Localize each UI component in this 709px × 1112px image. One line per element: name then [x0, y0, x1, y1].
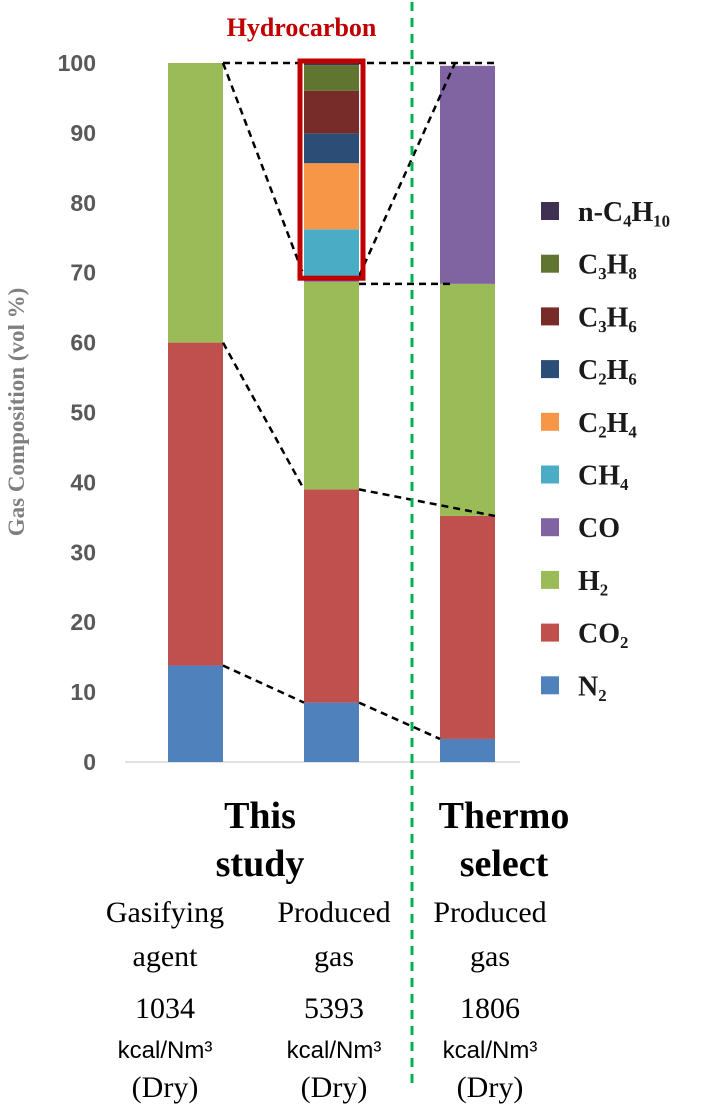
y-tick-label: 80: [70, 190, 96, 216]
caption-unit: kcal/Nm³: [287, 1037, 382, 1064]
bar-captions: Gasifying agent 1034 kcal/Nm³ (Dry) Produced g…: [106, 896, 547, 1104]
legend-swatch-n2: [541, 676, 559, 695]
hydrocarbon-segment-c2h6: [304, 133, 359, 164]
bar-segment-h2: [168, 63, 223, 343]
legend-swatch-ch4: [541, 465, 559, 484]
y-tick-label: 70: [70, 260, 96, 286]
group-title-line: This: [224, 795, 296, 837]
legend-swatch-c3h6: [541, 307, 559, 326]
hydrocarbon-highlight-box: [297, 58, 366, 281]
y-tick-label: 100: [58, 50, 96, 76]
legend-swatch-c3h8: [541, 254, 559, 273]
caption-unit: kcal/Nm³: [443, 1037, 538, 1064]
legend-swatch-h2: [541, 570, 559, 589]
bar-segment-h2: [304, 281, 359, 490]
caption-line: gas: [470, 940, 510, 973]
bar-segment-co2: [440, 515, 495, 739]
caption-line: agent: [133, 940, 199, 973]
hydrocarbon-segment-c3h8: [304, 65, 359, 91]
caption-value: 1034: [135, 992, 195, 1025]
legend-label-c3h8: C₃H₈: [578, 250, 637, 281]
y-axis-label: Gas Composition (vol %): [4, 288, 29, 537]
legend-swatch-c2h4: [541, 412, 559, 431]
legend-swatch-n-c4h10: [541, 202, 559, 220]
y-tick-label: 60: [70, 330, 96, 356]
legend-label-c2h4: C₂H₄: [578, 408, 637, 439]
bar-segment-co2: [304, 489, 359, 703]
caption-line: Gasifying: [106, 896, 224, 929]
caption-value: 5393: [304, 992, 364, 1025]
bar-segment-h2: [440, 283, 495, 516]
caption-basis: (Dry): [301, 1071, 368, 1104]
legend-label-h2: H₂: [578, 566, 608, 597]
caption-unit: kcal/Nm³: [118, 1037, 213, 1064]
connector-h2-1: [221, 62, 306, 277]
caption-basis: (Dry): [132, 1071, 199, 1104]
group-titles: This study Thermo select: [216, 795, 570, 885]
y-tick-label: 90: [70, 120, 96, 146]
caption-line: Produced: [433, 896, 546, 929]
bar-segment-co: [440, 65, 495, 284]
legend-label-co2: CO₂: [578, 619, 628, 650]
group-title-line: select: [460, 843, 549, 885]
caption-value: 1806: [460, 992, 520, 1025]
y-tick-label: 10: [70, 679, 96, 705]
hydrocarbon-inset: Hydrocarbon: [227, 13, 377, 281]
legend-label-c3h6: C₃H₆: [578, 302, 637, 333]
y-tick-label: 50: [70, 400, 96, 426]
caption-line: Produced: [277, 896, 390, 929]
connector-n2-2: [358, 701, 441, 741]
hydrocarbon-label: Hydrocarbon: [227, 13, 377, 42]
bar-segment-n2: [168, 665, 223, 762]
legend-swatch-co2: [541, 623, 559, 642]
legend: n-C₄H₁₀ C₃H₈ C₃H₆ C₂H₆ C₂H₄ CH₄ CO H₂ CO₂ N₂: [541, 197, 670, 702]
y-tick-label: 20: [70, 609, 96, 635]
legend-swatch-co: [541, 518, 559, 537]
legend-swatch-c2h6: [541, 360, 559, 379]
y-tick-label: 0: [83, 749, 96, 775]
group-title-line: Thermo: [439, 795, 570, 837]
connector-inset-right: [357, 62, 457, 277]
caption-basis: (Dry): [457, 1071, 524, 1104]
stacked-bars: [168, 63, 495, 762]
caption-line: gas: [314, 940, 354, 973]
bar-segment-n2: [304, 702, 359, 762]
connector-n2-1: [222, 664, 305, 704]
hydrocarbon-segment-ch4: [304, 229, 359, 277]
legend-label-c2h6: C₂H₆: [578, 355, 637, 386]
bar-segment-n2: [440, 738, 495, 762]
bar-segment-co2: [168, 342, 223, 666]
connector-co2-1: [221, 341, 306, 490]
legend-label-n-c4h10: n-C₄H₁₀: [578, 197, 670, 228]
group-title-line: study: [216, 843, 305, 885]
y-axis: 0 10 20 30 40 50 60 70 80 90 100: [58, 50, 520, 775]
y-tick-label: 40: [70, 469, 96, 495]
y-tick-label: 30: [70, 539, 96, 565]
legend-label-ch4: CH₄: [578, 461, 629, 492]
hydrocarbon-segment-c2h4: [304, 163, 359, 230]
hydrocarbon-segment-n-c4h10: [304, 63, 359, 66]
legend-label-n2: N₂: [578, 671, 607, 702]
legend-label-co: CO: [578, 513, 620, 544]
hydrocarbon-segment-c3h6: [304, 90, 359, 134]
